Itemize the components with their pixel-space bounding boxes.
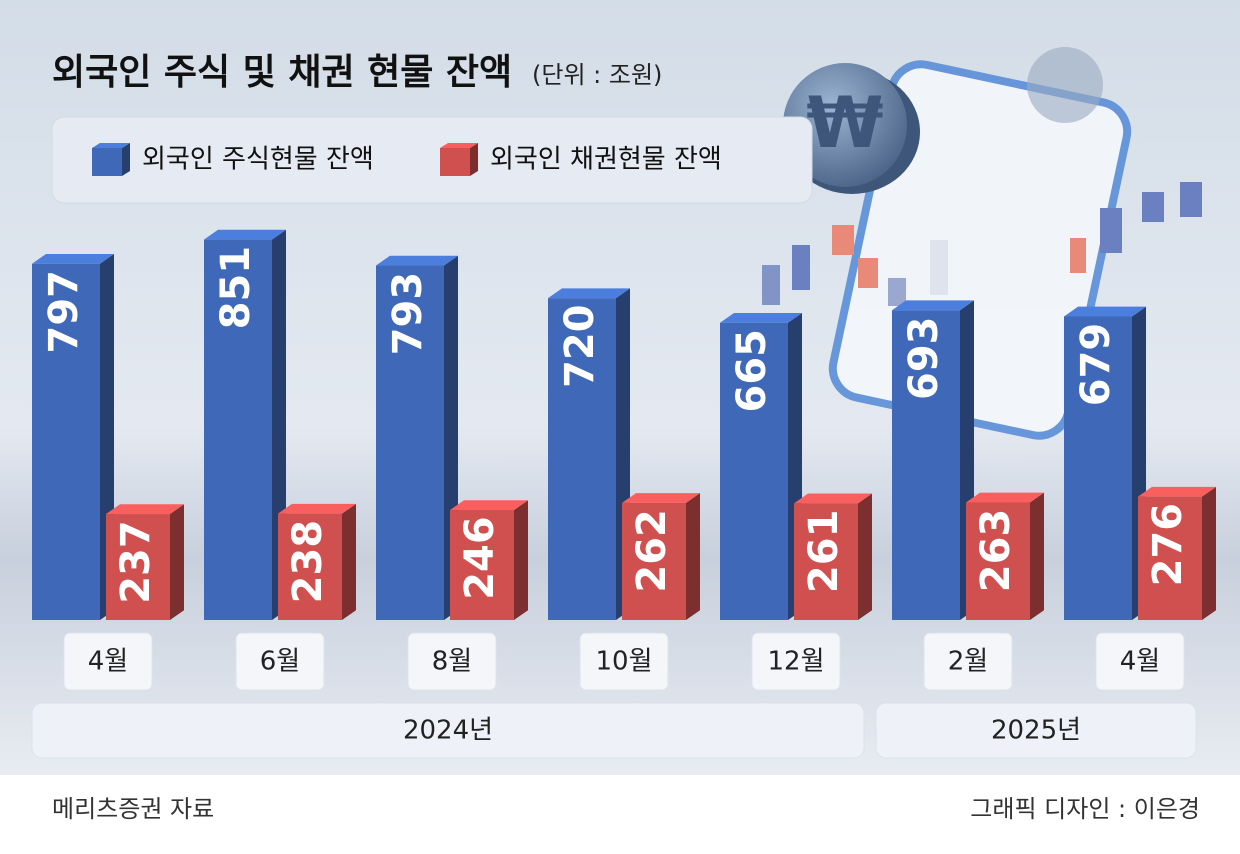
- category-box: [923, 632, 1013, 691]
- bar-group: [1138, 486, 1216, 620]
- value-label: 276: [1145, 503, 1191, 587]
- bar-group: [450, 500, 528, 620]
- svg-text:₩: ₩: [806, 82, 883, 164]
- value-label: 261: [801, 510, 847, 594]
- bar-group: [966, 492, 1044, 620]
- category-box: [63, 632, 153, 691]
- chart-subtitle: (단위 : 조원): [532, 61, 662, 89]
- bar-side: [1202, 486, 1216, 620]
- bar: [106, 514, 170, 620]
- bar: [450, 510, 514, 620]
- value-label: 679: [1073, 323, 1119, 407]
- bar-top: [622, 493, 700, 503]
- bar-group: [794, 493, 872, 620]
- x-tick-label: 8월: [432, 647, 472, 677]
- x-tick-label: 12월: [767, 647, 824, 677]
- swatch-side: [122, 143, 130, 176]
- bar-group: [892, 300, 974, 620]
- bar-side: [858, 493, 872, 620]
- bar-side: [170, 504, 184, 620]
- x-tick-label: 4월: [1120, 647, 1160, 677]
- bar-group: [32, 253, 114, 621]
- legend-label: 외국인 채권현물 잔액: [490, 145, 722, 175]
- bar-top: [204, 229, 286, 240]
- bar: [548, 298, 616, 620]
- bar: [1064, 316, 1132, 620]
- category-box: [407, 632, 497, 691]
- year-label: 2024년: [403, 716, 493, 746]
- bar-group: [1064, 306, 1146, 620]
- bar: [892, 310, 960, 620]
- year-box: [875, 702, 1197, 759]
- category-box: [579, 632, 669, 691]
- year-label: 2025년: [991, 716, 1081, 746]
- value-label: 693: [901, 316, 947, 400]
- year-box: [31, 702, 865, 759]
- value-label: 238: [285, 520, 331, 604]
- source: 메리츠증권 자료: [52, 795, 214, 823]
- bar-group: [106, 504, 184, 620]
- bar: [966, 502, 1030, 620]
- value-label: 720: [557, 304, 603, 388]
- x-tick-label: 2월: [948, 647, 988, 677]
- bar-group: [622, 493, 700, 620]
- bar-top: [548, 288, 630, 299]
- legend-label: 외국인 주식현물 잔액: [142, 145, 374, 175]
- bar: [204, 239, 272, 620]
- bar-top: [720, 312, 802, 323]
- chart-title: 외국인 주식 및 채권 현물 잔액: [52, 52, 512, 93]
- category-box: [235, 632, 325, 691]
- category-box: [751, 632, 841, 691]
- bar-group: [376, 255, 458, 620]
- value-label: 246: [457, 516, 503, 600]
- bar-side: [686, 493, 700, 620]
- bar: [32, 263, 100, 620]
- bar: [278, 513, 342, 620]
- swatch: [440, 148, 470, 176]
- value-label: 851: [213, 246, 259, 330]
- x-tick-label: 10월: [595, 647, 652, 677]
- bar-top: [966, 492, 1044, 503]
- legend-box: [51, 116, 813, 204]
- bar-top: [106, 504, 184, 515]
- category-box: [1095, 632, 1185, 691]
- bar: [1138, 496, 1202, 620]
- bar: [376, 265, 444, 620]
- swatch-side: [470, 143, 478, 176]
- bar-top: [892, 300, 974, 311]
- value-label: 793: [385, 272, 431, 356]
- bar: [622, 502, 686, 620]
- value-label: 263: [973, 509, 1019, 593]
- bar-top: [794, 493, 872, 504]
- value-label: 665: [729, 329, 775, 413]
- bar: [720, 322, 788, 620]
- value-label: 237: [113, 520, 159, 604]
- bar-top: [376, 255, 458, 266]
- decoration: ₩: [762, 47, 1202, 440]
- swatch-top: [440, 143, 478, 148]
- bar-group: [204, 229, 286, 621]
- bar-side: [1030, 492, 1044, 620]
- bar-group: [278, 503, 356, 620]
- footer-bg: [0, 775, 1240, 850]
- legend-swatch: [92, 143, 130, 176]
- x-tick-label: 4월: [88, 647, 128, 677]
- swatch: [92, 148, 122, 176]
- bar-top: [1138, 486, 1216, 497]
- bar-side: [342, 503, 356, 620]
- bar-top: [278, 503, 356, 514]
- bar-top: [450, 500, 528, 511]
- bar-top: [32, 253, 114, 264]
- value-label: 797: [41, 270, 87, 354]
- value-label: 262: [629, 509, 675, 593]
- bar-group: [548, 288, 630, 620]
- bar-side: [514, 500, 528, 620]
- swatch-top: [92, 143, 130, 148]
- bar-top: [1064, 306, 1146, 317]
- bar: [794, 503, 858, 620]
- legend-swatch: [440, 143, 478, 176]
- x-tick-label: 6월: [260, 647, 300, 677]
- credit: 그래픽 디자인 : 이은경: [970, 795, 1200, 823]
